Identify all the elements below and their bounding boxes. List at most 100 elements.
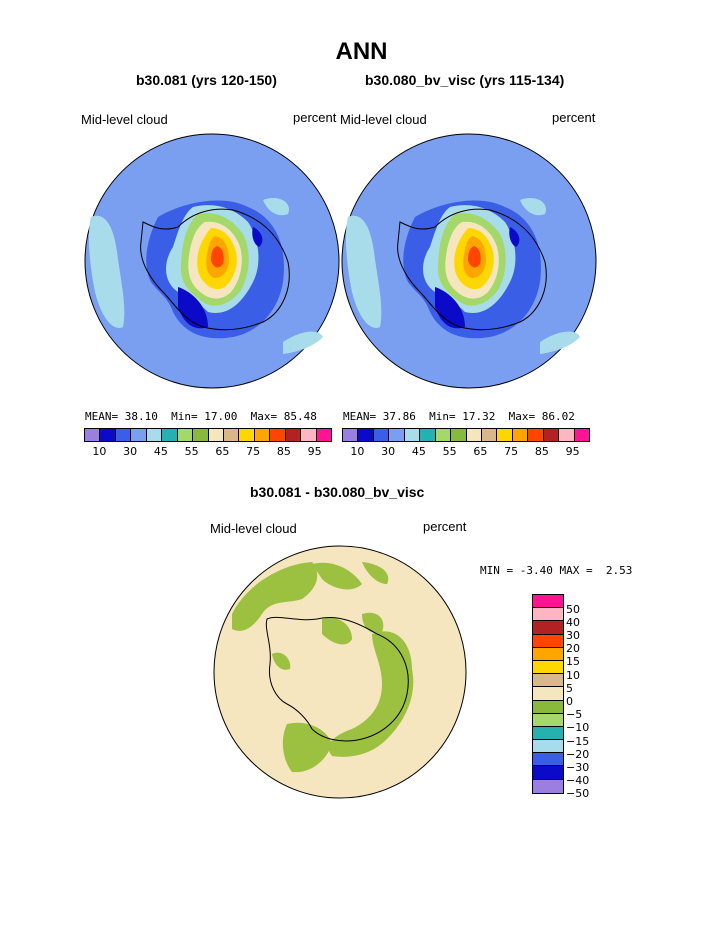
diff-variable-label: Mid-level cloud [210, 521, 297, 536]
diff-units-label: percent [423, 519, 467, 534]
diff-panel-heading: b30.081 - b30.080_bv_visc [250, 484, 425, 500]
colorbar-swatch [177, 429, 194, 441]
right-dark-blue-patch-2 [509, 227, 520, 247]
colorbar-tick-label: 85 [534, 445, 549, 458]
left-red-core [211, 246, 224, 268]
colorbar-swatch [497, 429, 513, 441]
diff-colorbar-swatch [533, 766, 563, 780]
diff-colorbar-tick-label: −5 [566, 708, 583, 722]
colorbar-swatch [404, 429, 421, 441]
diff-colorbar-tick-label: −50 [566, 787, 590, 801]
page-title: ANN [335, 38, 388, 65]
right-cyan-patch-3 [520, 197, 546, 216]
diff-colorbar-tick-label: −10 [566, 721, 590, 735]
colorbar-swatch [239, 429, 255, 441]
diff-green-patch-4 [322, 617, 352, 645]
right-cyan-patch [345, 215, 382, 328]
diff-colorbar-swatch [533, 687, 563, 701]
diff-colorbar-tick-label: 30 [566, 629, 580, 642]
diff-colorbar-swatch [533, 608, 563, 622]
colorbar-swatch [85, 429, 101, 441]
diff-green-patch-3 [362, 562, 389, 584]
colorbar-swatch [301, 429, 317, 441]
colorbar-swatch [466, 429, 482, 441]
colorbar-swatch [115, 429, 132, 441]
diff-colorbar-tick-label: −40 [566, 774, 590, 788]
diff-colorbar-tick-label: −20 [566, 747, 590, 761]
right-panel-heading: b30.080_bv_visc (yrs 115-134) [365, 72, 565, 88]
diff-colorbar-tick-label: −15 [566, 734, 590, 748]
colorbar-swatch [435, 429, 452, 441]
colorbar-swatch [358, 429, 374, 441]
diff-green-patch-6 [328, 631, 414, 757]
diff-colorbar-swatch [533, 753, 563, 767]
diff-cloud-map [213, 545, 467, 799]
diff-colorbar-swatch [533, 595, 563, 609]
left-cloud-map [84, 133, 340, 389]
diff-colorbar-swatch [533, 634, 563, 648]
colorbar-swatch [316, 429, 331, 441]
diff-colorbar-tick-label: 0 [566, 695, 573, 708]
diff-green-patch-2 [312, 562, 362, 590]
right-variable-label: Mid-level cloud [340, 112, 427, 127]
diff-colorbar-swatch [533, 674, 563, 688]
diff-colorbar [532, 594, 564, 794]
colorbar-swatch [254, 429, 271, 441]
colorbar-tick-label: 45 [153, 445, 168, 458]
diff-colorbar-swatch [533, 726, 563, 741]
left-colorbar-ticks: 10 30 45 55 65 75 85 95 [84, 445, 344, 458]
diff-colorbar-swatch [533, 660, 563, 675]
colorbar-swatch [389, 429, 405, 441]
diff-colorbar-ticks: 50 40 30 20 15 10 5 0 −5 −10 −15 −20 −30 −40 −50 [566, 594, 606, 801]
diff-colorbar-swatch [533, 700, 563, 714]
colorbar-swatch [208, 429, 224, 441]
colorbar-swatch [512, 429, 529, 441]
diff-colorbar-tick-label: 40 [566, 615, 580, 629]
diff-colorbar-swatch [533, 713, 563, 727]
colorbar-swatch [131, 429, 147, 441]
colorbar-swatch [193, 429, 209, 441]
diff-colorbar-tick-label: 20 [566, 642, 580, 656]
diff-green-patch-1 [232, 562, 318, 631]
colorbar-tick-label: 95 [307, 445, 322, 458]
colorbar-swatch [373, 429, 390, 441]
colorbar-swatch [285, 429, 302, 441]
colorbar-swatch [270, 429, 286, 441]
diff-green-patch-8 [272, 652, 291, 670]
diff-min-max: MIN = -3.40 MAX = 2.53 [480, 564, 633, 577]
diff-colorbar-swatch [533, 647, 563, 661]
left-dark-blue-patch-2 [252, 227, 263, 247]
colorbar-tick-label: 30 [123, 445, 138, 458]
left-colorbar [84, 428, 332, 442]
left-dark-blue-patch [178, 287, 208, 329]
diff-colorbar-tick-label: 50 [566, 602, 580, 616]
colorbar-tick-label: 45 [411, 445, 426, 458]
colorbar-tick-label: 65 [473, 445, 488, 458]
right-antarctica-coastline [397, 208, 547, 331]
colorbar-tick-label: 10 [92, 445, 107, 458]
colorbar-swatch [420, 429, 436, 441]
colorbar-swatch [162, 429, 178, 441]
colorbar-tick-label: 75 [246, 445, 261, 458]
colorbar-swatch [543, 429, 560, 441]
colorbar-tick-label: 95 [565, 445, 580, 458]
colorbar-tick-label: 30 [381, 445, 396, 458]
right-cloud-map [341, 133, 597, 389]
left-cyan-patch-2 [283, 331, 323, 354]
right-cyan-patch-2 [540, 331, 580, 354]
colorbar-swatch [481, 429, 498, 441]
left-variable-label: Mid-level cloud [81, 112, 168, 127]
colorbar-tick-label: 55 [442, 445, 457, 458]
colorbar-tick-label: 10 [350, 445, 365, 458]
colorbar-swatch [451, 429, 467, 441]
colorbar-swatch [574, 429, 589, 441]
diff-map-base [213, 545, 467, 799]
colorbar-swatch [528, 429, 544, 441]
left-panel-heading: b30.081 (yrs 120-150) [136, 72, 277, 88]
right-units-label: percent [552, 110, 596, 125]
left-antarctica-coastline [140, 208, 290, 331]
right-dark-blue-patch [435, 287, 465, 329]
diff-colorbar-tick-label: 5 [566, 681, 573, 695]
diff-colorbar-swatch [533, 621, 563, 635]
right-stats: MEAN= 37.86 Min= 17.32 Max= 86.02 [343, 410, 575, 423]
